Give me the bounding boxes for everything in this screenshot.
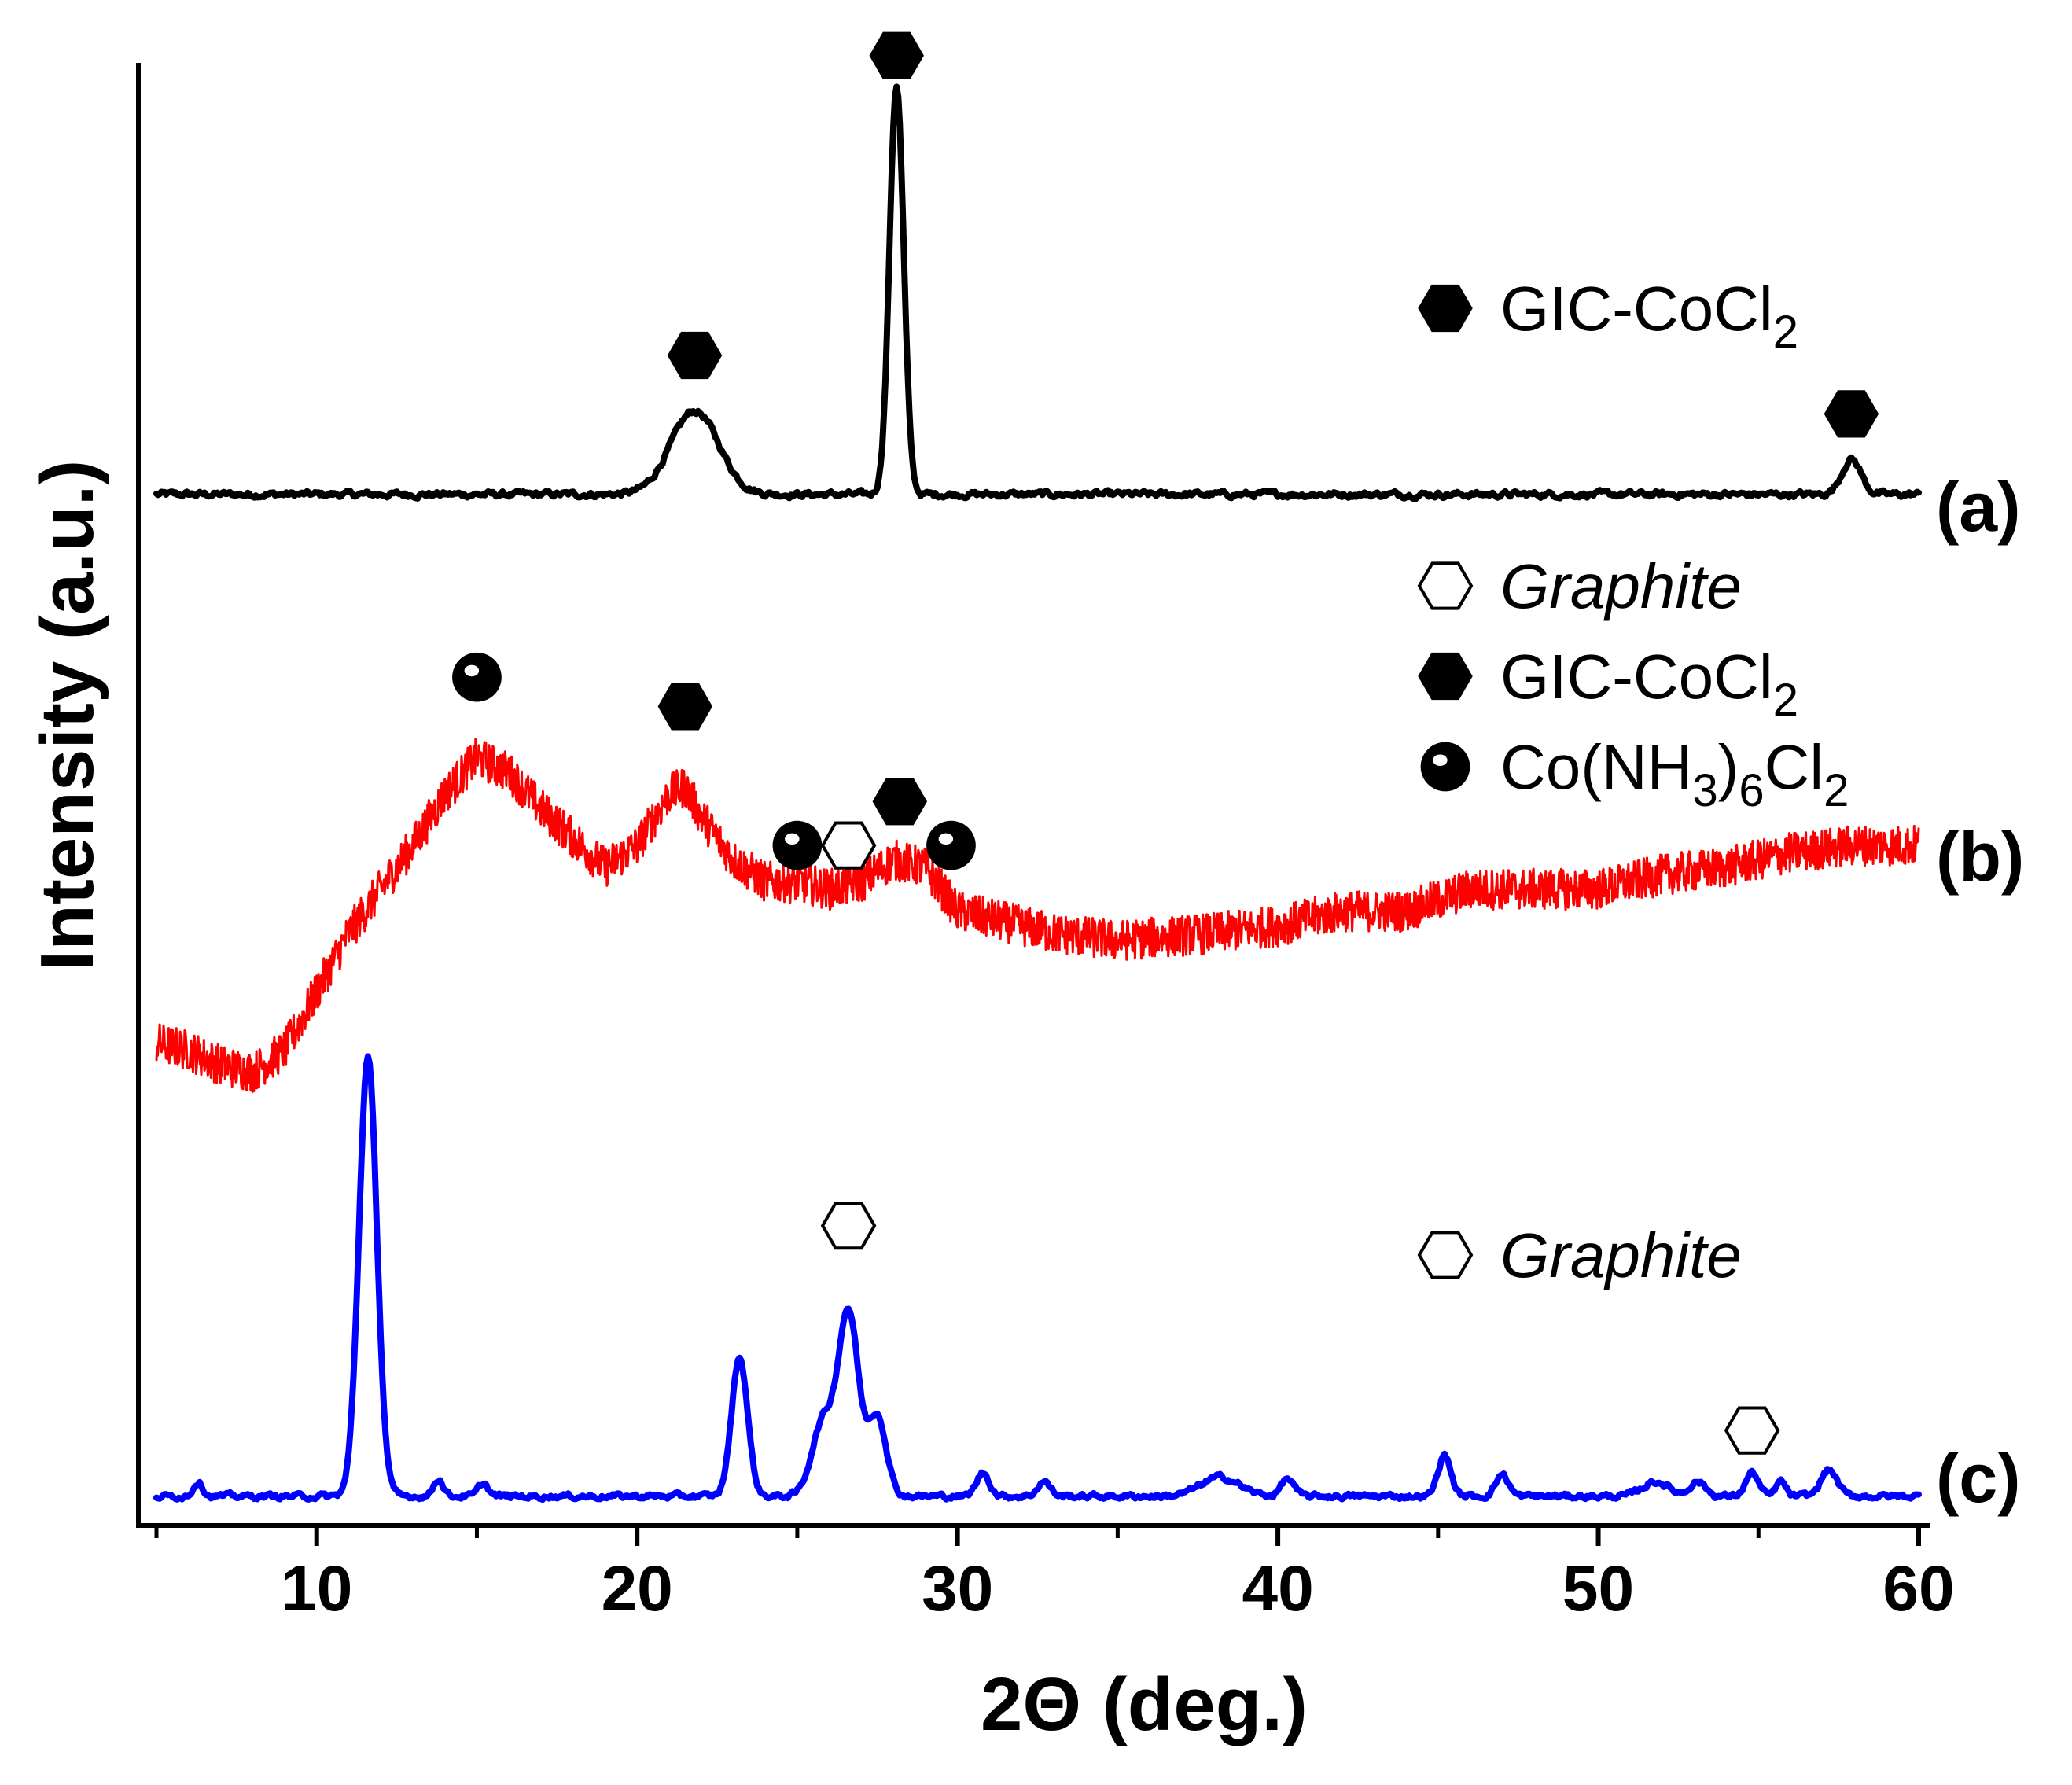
series-line-c	[153, 1053, 1922, 1503]
open-hexagon-icon	[1417, 1231, 1474, 1279]
axes: 10 20 30 40 50 60	[136, 63, 1955, 1625]
legend-entry-b: GIC-CoCl2​	[1418, 642, 1798, 726]
ball-highlight	[938, 833, 954, 845]
ball-body	[926, 820, 976, 870]
filled-hexagon-icon	[1418, 284, 1473, 333]
x-tick-label: 10	[281, 1553, 352, 1625]
ball-icon	[452, 652, 502, 702]
legends: GIC-CoCl2​GraphiteGIC-CoCl2​Co(NH3​)6​Cl…	[1417, 274, 1849, 1290]
y-axis-title: Intensity (a.u.)	[25, 460, 109, 972]
filled-hexagon-icon	[1418, 652, 1473, 701]
ball-icon	[926, 820, 976, 870]
filled-hexagon-icon	[667, 331, 723, 380]
legend-label: GIC-CoCl2​	[1500, 274, 1798, 358]
series-line-b	[155, 738, 1920, 1094]
legend-label: Graphite	[1500, 1220, 1742, 1290]
open-hexagon-icon	[820, 821, 877, 870]
plot-area	[153, 83, 1922, 1503]
legend-label: Graphite	[1500, 551, 1742, 621]
filled-hexagon-icon	[869, 31, 924, 79]
open-hexagon-icon	[820, 1202, 877, 1250]
legend-entry-b: Co(NH3​)6​Cl2​	[1420, 732, 1849, 816]
x-tick-label: 60	[1882, 1553, 1954, 1625]
ball-highlight	[464, 664, 480, 677]
ball-highlight	[785, 833, 800, 845]
filled-hexagon-icon	[1824, 390, 1879, 438]
series-label-a: (a)	[1936, 468, 2021, 546]
x-tick-label: 30	[922, 1553, 993, 1625]
x-tick-label: 40	[1242, 1553, 1313, 1625]
filled-hexagon-icon	[872, 778, 928, 826]
ball-icon	[1420, 742, 1470, 792]
legend-entry-a: GIC-CoCl2​	[1418, 274, 1798, 358]
open-hexagon-icon	[1417, 561, 1474, 610]
legend-label: Co(NH3​)6​Cl2​	[1500, 732, 1849, 816]
x-tick-label: 50	[1562, 1553, 1634, 1625]
series-label-b: (b)	[1936, 818, 2024, 896]
x-tick-label: 20	[602, 1553, 673, 1625]
ball-body	[1420, 742, 1470, 792]
ball-body	[452, 652, 502, 702]
series-line-a	[153, 83, 1922, 502]
legend-entry-c: Graphite	[1417, 1220, 1742, 1290]
ball-icon	[772, 820, 823, 870]
legend-entry-b: Graphite	[1417, 551, 1742, 621]
ball-body	[772, 820, 823, 870]
series-labels: (a) (b) (c)	[1936, 468, 2024, 1517]
series-label-c: (c)	[1936, 1439, 2021, 1517]
open-hexagon-icon	[1724, 1406, 1780, 1455]
ball-highlight	[1433, 754, 1448, 767]
peak-markers	[452, 31, 1879, 1455]
legend-label: GIC-CoCl2​	[1500, 642, 1798, 726]
filled-hexagon-icon	[657, 683, 713, 731]
x-axis-title: 2Θ (deg.)	[981, 1662, 1308, 1746]
